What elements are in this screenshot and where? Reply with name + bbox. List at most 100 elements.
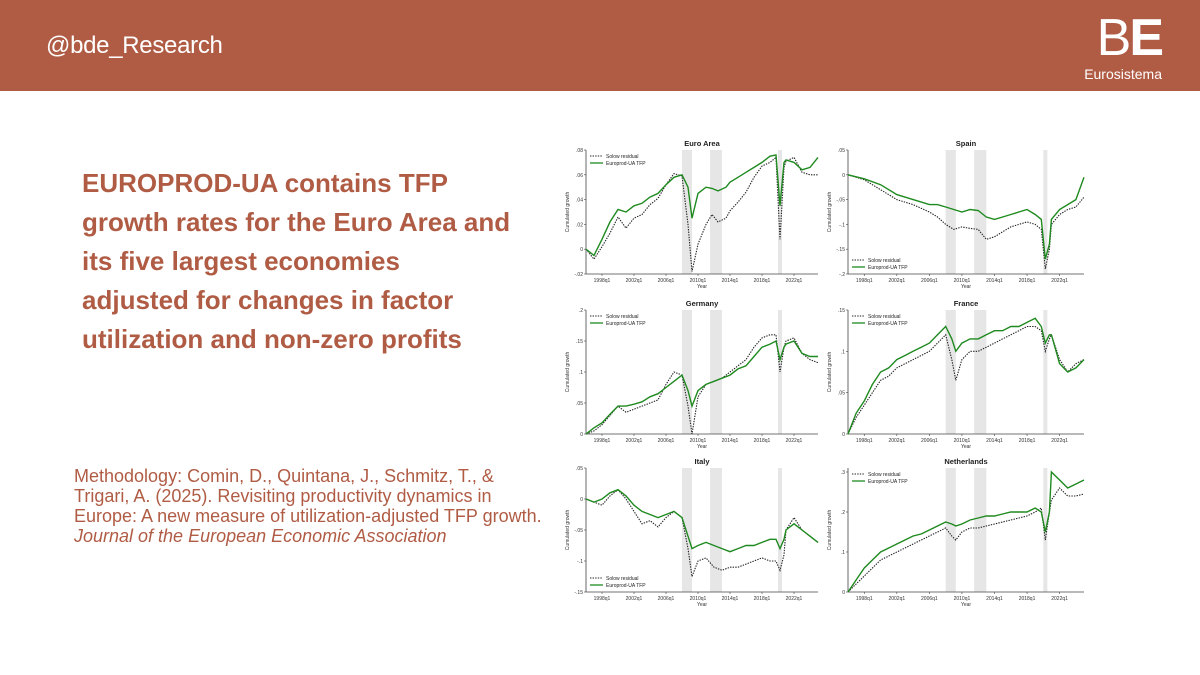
x-tick-label: 2002q1 [626,438,643,444]
x-tick-label: 2014q1 [986,438,1003,444]
y-tick-label: .1 [841,349,845,355]
chart-panel: Italy -.15 -.1 -.05 0 .05 1998q1 2002q1 2006q1 20… [565,457,819,608]
x-axis-label: Year [961,602,971,608]
y-tick-label: 0 [580,247,583,253]
legend-label: Europrod-UA TFP [868,321,908,327]
chart-panel: Spain -.2 -.15 -.1 -.05 0 .05 1998q1 2002q1 2006q… [827,139,1085,290]
recession-band [945,468,956,592]
x-tick-label: 2018q1 [1019,438,1036,444]
y-tick-label: -.05 [574,528,583,534]
recession-band [945,150,956,274]
twitter-handle: @bde_Research [46,32,223,59]
legend-label: Europrod-UA TFP [606,321,646,327]
x-tick-label: 2002q1 [626,278,643,284]
x-tick-label: 2018q1 [1019,596,1036,602]
y-tick-label: .1 [841,550,845,556]
chart-title: Spain [956,139,977,148]
legend-label: Solow residual [868,314,901,320]
legend-label: Solow residual [606,314,639,320]
legend-label: Europrod-UA TFP [606,583,646,589]
x-tick-label: 2022q1 [1051,596,1068,602]
x-tick-label: 2006q1 [921,278,938,284]
y-tick-label: -.15 [574,590,583,596]
chart-title: Netherlands [944,457,987,466]
methodology-citation: Methodology: Comin, D., Quintana, J., Sc… [74,466,544,546]
chart-panel: Netherlands 0 .1 .2 .3 1998q1 2002q1 2006q1 2010… [827,457,1085,608]
recession-band [710,310,722,434]
y-tick-label: -.1 [577,559,583,565]
x-tick-label: 2006q1 [658,596,675,602]
x-tick-label: 2002q1 [888,438,905,444]
x-tick-label: 2010q1 [690,278,707,284]
y-tick-label: -.2 [839,272,845,278]
y-tick-label: 0 [842,590,845,596]
x-tick-label: 2010q1 [954,438,971,444]
x-axis-label: Year [961,444,971,450]
y-tick-label: .2 [579,308,583,314]
recession-band [974,310,987,434]
chart-panel: France 0 .05 .1 .15 1998q1 2002q1 2006q1 2010q1 2… [827,299,1085,450]
series-solow-residual [847,325,1085,435]
legend-label: Europrod-UA TFP [868,479,908,485]
y-tick-label: .15 [838,308,845,314]
x-tick-label: 2014q1 [986,278,1003,284]
x-tick-label: 2002q1 [626,596,643,602]
series-solow-residual [847,174,1085,270]
chart-title: Euro Area [684,139,720,148]
y-tick-label: 0 [842,432,845,438]
y-tick-label: -.1 [839,222,845,228]
x-tick-label: 2010q1 [954,278,971,284]
series-solow-residual [847,487,1085,593]
series-europrod-ua-tfp [585,488,819,553]
x-tick-label: 1998q1 [594,438,611,444]
chart-title: Germany [686,299,719,308]
series-europrod-ua-tfp [585,339,818,435]
x-tick-label: 2014q1 [722,278,739,284]
x-tick-label: 1998q1 [594,596,611,602]
y-tick-label: .05 [838,148,845,154]
logo-subtitle: Eurosistema [1084,66,1162,82]
series-europrod-ua-tfp [585,154,819,257]
y-axis-label: Cumulated growth [565,351,571,392]
series-solow-residual [585,156,818,272]
x-axis-label: Year [697,284,707,290]
y-tick-label: .05 [838,391,845,397]
x-axis-label: Year [961,284,971,290]
logo-letter-e: E [1129,9,1164,67]
x-tick-label: 2010q1 [954,596,971,602]
chart-panel: Germany 0 .05 .1 .15 .2 1998q1 2002q1 2006q1 2010… [565,299,819,450]
legend-label: Solow residual [606,154,639,160]
x-tick-label: 2014q1 [722,596,739,602]
bde-logo: BE [1097,9,1164,67]
x-axis-label: Year [697,444,707,450]
y-axis-label: Cumulated growth [827,509,833,550]
recession-band [710,150,722,274]
legend-label: Europrod-UA TFP [868,265,908,271]
x-tick-label: 2010q1 [690,438,707,444]
x-tick-label: 1998q1 [594,278,611,284]
x-tick-label: 2002q1 [888,278,905,284]
y-tick-label: .05 [576,466,583,472]
y-axis-label: Cumulated growth [827,191,833,232]
series-europrod-ua-tfp [847,317,1085,435]
x-tick-label: 2022q1 [786,438,803,444]
x-tick-label: 2006q1 [658,278,675,284]
series-solow-residual [585,488,819,579]
x-tick-label: 2018q1 [754,438,771,444]
recession-band [778,150,782,274]
x-tick-label: 2002q1 [888,596,905,602]
x-tick-label: 2014q1 [986,596,1003,602]
x-tick-label: 1998q1 [856,438,873,444]
recession-band [945,310,956,434]
chart-panel: Euro Area -.02 0 .02 .04 .06 .08 1998q1 2002q1 20… [565,139,819,290]
y-tick-label: .2 [841,510,845,516]
x-tick-label: 2018q1 [754,596,771,602]
y-axis-label: Cumulated growth [827,351,833,392]
y-tick-label: .3 [841,470,845,476]
legend-label: Solow residual [868,258,901,264]
x-tick-label: 2022q1 [786,278,803,284]
y-tick-label: -.02 [574,272,583,278]
y-tick-label: .06 [576,173,583,179]
headline: EUROPROD-UA contains TFP growth rates fo… [82,168,511,354]
